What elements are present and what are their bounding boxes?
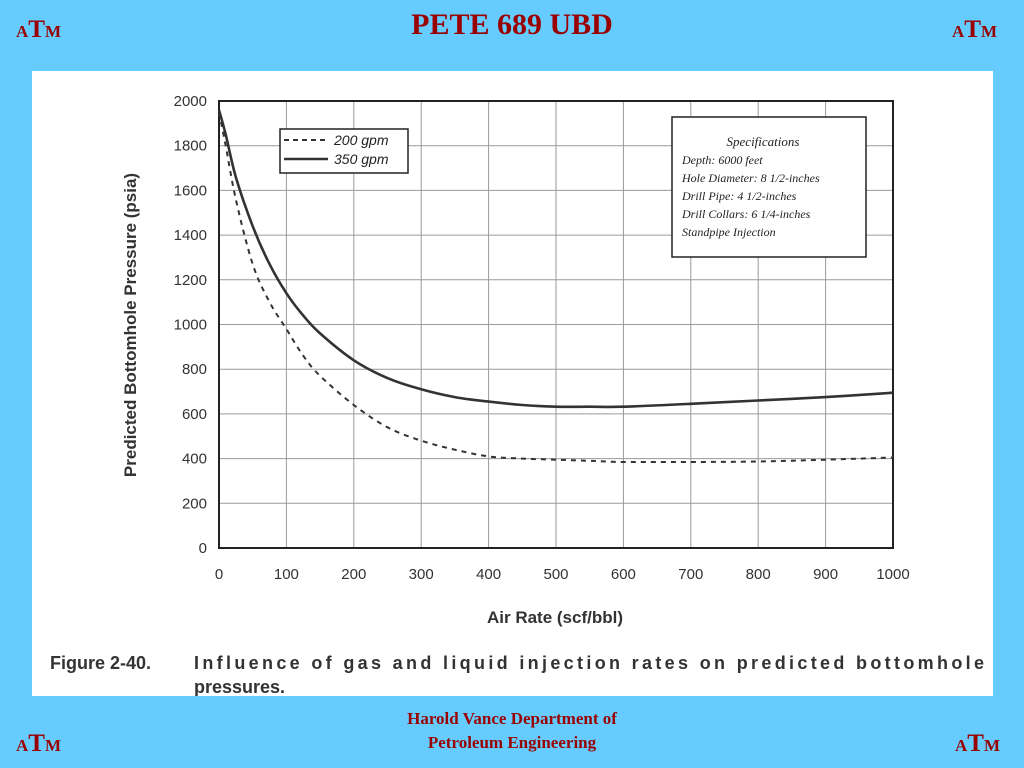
specifications-title: Specifications: [727, 134, 800, 149]
chart-legend: 200 gpm 350 gpm: [279, 128, 409, 174]
y-tick-label: 1400: [174, 227, 207, 244]
figure-caption-line2: pressures.: [194, 677, 285, 696]
y-axis-label: Predicted Bottomhole Pressure (psia): [121, 173, 140, 477]
series-line-350-gpm: [217, 109, 894, 409]
y-tick-label: 1000: [174, 317, 207, 334]
y-tick-label: 200: [182, 495, 207, 512]
x-tick-label: 400: [476, 566, 501, 583]
x-tick-labels: 0 100 200 300 400 500 600 700 800 900 1000: [215, 566, 910, 583]
x-tick-label: 200: [341, 566, 366, 583]
x-tick-label: 900: [813, 566, 838, 583]
chart-panel: 0 200 400 600 800 1000 1200 1400 1600 1800 2000 0 1…: [32, 71, 993, 696]
x-tick-label: 500: [543, 566, 568, 583]
x-tick-label: 100: [274, 566, 299, 583]
atm-logo-top-left: ATM: [16, 16, 62, 43]
specifications-box: Specifications Depth: 6000 feet Hole Dia…: [671, 116, 867, 258]
y-tick-label: 1200: [174, 272, 207, 289]
spec-line: Hole Diameter: 8 1/2-inches: [681, 171, 820, 185]
spec-line: Drill Collars: 6 1/4-inches: [681, 207, 811, 221]
figure-caption: Figure 2-40. Influence of gas and liquid…: [50, 653, 984, 696]
spec-line: Standpipe Injection: [682, 225, 776, 239]
y-tick-label: 1800: [174, 138, 207, 155]
footer-line-2: Petroleum Engineering: [427, 733, 597, 752]
legend-label-350-gpm: 350 gpm: [334, 151, 389, 167]
bottomhole-pressure-chart: 0 200 400 600 800 1000 1200 1400 1600 1800 2000 0 1…: [50, 93, 984, 696]
y-tick-label: 800: [182, 361, 207, 378]
x-tick-label: 0: [215, 566, 223, 583]
figure-caption-label: Figure 2-40.: [50, 653, 151, 673]
x-axis-label: Air Rate (scf/bbl): [487, 608, 623, 627]
y-tick-label: 0: [199, 540, 207, 557]
atm-logo-bottom-right: ATM: [955, 730, 1001, 757]
y-tick-label: 1600: [174, 182, 207, 199]
spec-line: Drill Pipe: 4 1/2-inches: [681, 189, 797, 203]
series-line-200-gpm: [218, 112, 894, 464]
x-tick-label: 600: [611, 566, 636, 583]
figure-caption-line1: Influence of gas and liquid injection ra…: [194, 653, 984, 673]
footer-department: Harold Vance Department of Petroleum Eng…: [312, 707, 712, 755]
y-tick-labels: 0 200 400 600 800 1000 1200 1400 1600 1800 2000: [174, 93, 207, 557]
x-tick-label: 1000: [876, 566, 909, 583]
y-tick-label: 600: [182, 406, 207, 423]
legend-label-200-gpm: 200 gpm: [333, 132, 389, 148]
y-tick-label: 400: [182, 451, 207, 468]
chart-series: [217, 109, 894, 464]
x-tick-label: 800: [746, 566, 771, 583]
x-tick-label: 300: [409, 566, 434, 583]
footer-line-1: Harold Vance Department of: [407, 709, 617, 728]
atm-logo-top-right: ATM: [952, 16, 998, 43]
spec-line: Depth: 6000 feet: [681, 153, 763, 167]
y-tick-label: 2000: [174, 93, 207, 110]
plot-frame: [218, 100, 894, 549]
atm-logo-bottom-left: ATM: [16, 730, 62, 757]
x-tick-label: 700: [678, 566, 703, 583]
page-title: PETE 689 UBD: [411, 8, 613, 41]
